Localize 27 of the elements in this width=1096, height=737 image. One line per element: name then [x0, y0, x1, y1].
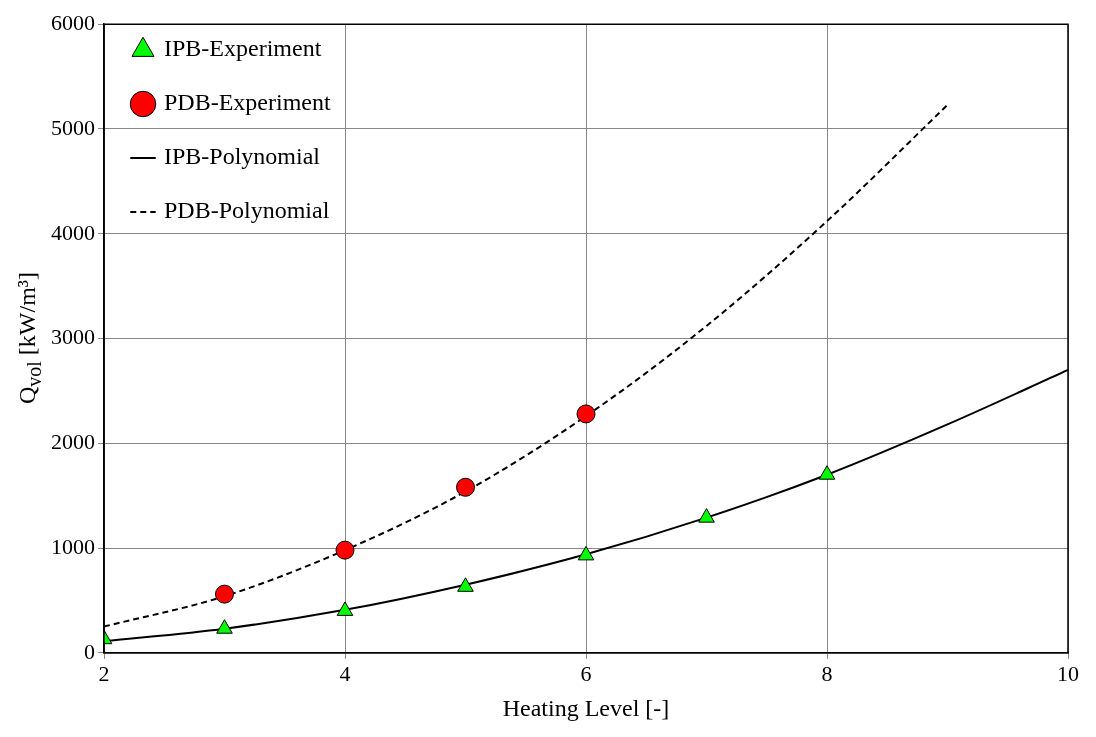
y-tick-label: 3000 — [51, 324, 95, 350]
point — [336, 601, 354, 616]
point — [577, 545, 595, 561]
x-tick-label: 2 — [98, 660, 110, 686]
legend-label: PDB-Experiment — [164, 89, 331, 116]
point — [576, 404, 596, 424]
legend-label: IPB-Polynomial — [164, 143, 321, 170]
y-tick-label: 5000 — [51, 114, 95, 140]
point — [216, 619, 233, 634]
y-tick-label: 1000 — [51, 533, 95, 559]
x-tick-label: 4 — [339, 660, 351, 686]
y-tick-label: 6000 — [51, 9, 95, 35]
point — [698, 508, 715, 523]
y-tick-label: 2000 — [51, 429, 95, 455]
x-tick-label: 10 — [1057, 660, 1079, 686]
x-axis-title: Heating Level [-] — [502, 694, 670, 721]
legend-label: PDB-Polynomial — [164, 197, 330, 224]
y-tick-label: 0 — [84, 638, 95, 664]
x-tick-label: 8 — [821, 660, 833, 686]
point — [457, 577, 474, 592]
legend-label: IPB-Experiment — [164, 35, 322, 62]
x-tick-label: 6 — [580, 660, 592, 686]
point — [818, 465, 836, 480]
point — [456, 477, 475, 497]
y-tick-label: 4000 — [51, 219, 95, 245]
point — [215, 584, 234, 604]
point — [335, 540, 355, 560]
